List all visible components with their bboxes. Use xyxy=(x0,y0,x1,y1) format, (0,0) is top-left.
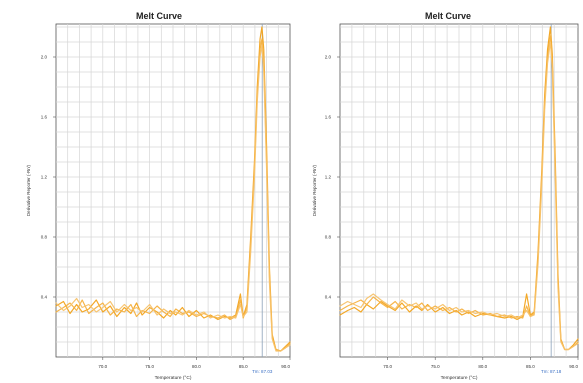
y-tick-label: 2.0 xyxy=(325,55,332,60)
x-tick-label: 75.0 xyxy=(145,364,154,369)
y-axis-label: Derivative Reporter (-Rn') xyxy=(26,164,31,216)
y-tick-label: 0.4 xyxy=(41,295,48,300)
x-axis-label: Temperature (°C) xyxy=(155,375,192,381)
grid xyxy=(340,24,578,357)
x-tick-label: 90.0 xyxy=(569,364,578,369)
chart-title: Melt Curve xyxy=(425,11,471,21)
series-line-3 xyxy=(339,41,579,351)
y-tick-label: 0.4 xyxy=(325,295,332,300)
chart-title: Melt Curve xyxy=(136,11,182,21)
x-tick-label: 75.0 xyxy=(431,364,440,369)
y-tick-label: 0.8 xyxy=(325,235,332,240)
x-tick-label: 90.0 xyxy=(281,364,290,369)
x-tick-label: 80.0 xyxy=(192,364,201,369)
y-tick-label: 1.2 xyxy=(325,175,332,180)
grid xyxy=(56,24,290,357)
y-tick-label: 1.6 xyxy=(41,115,48,120)
tm-label: Tm: 87.18 xyxy=(541,369,562,374)
y-tick-label: 1.2 xyxy=(41,175,48,180)
chart-panel-2: Melt Curve Derivative Reporter (-Rn') Temp… xyxy=(312,11,579,381)
x-tick-label: 85.0 xyxy=(239,364,248,369)
x-axis-label: Temperature (°C) xyxy=(441,375,478,381)
x-tick-label: 85.0 xyxy=(526,364,535,369)
y-tick-label: 2.0 xyxy=(41,55,48,60)
y-axis-label: Derivative Reporter (-Rn') xyxy=(312,164,317,216)
series-line-3 xyxy=(55,44,291,352)
series-line-1 xyxy=(55,26,291,352)
series-group xyxy=(339,26,579,351)
series-group xyxy=(55,26,291,352)
tm-label: Tm: 87.03 xyxy=(252,369,273,374)
y-tick-label: 0.8 xyxy=(41,235,48,240)
x-tick-label: 70.0 xyxy=(98,364,107,369)
x-tick-label: 70.0 xyxy=(383,364,392,369)
chart-panel-1: Melt Curve Derivative Reporter (-Rn') Temp… xyxy=(26,11,291,381)
x-tick-label: 80.0 xyxy=(478,364,487,369)
y-tick-label: 1.6 xyxy=(325,115,332,120)
